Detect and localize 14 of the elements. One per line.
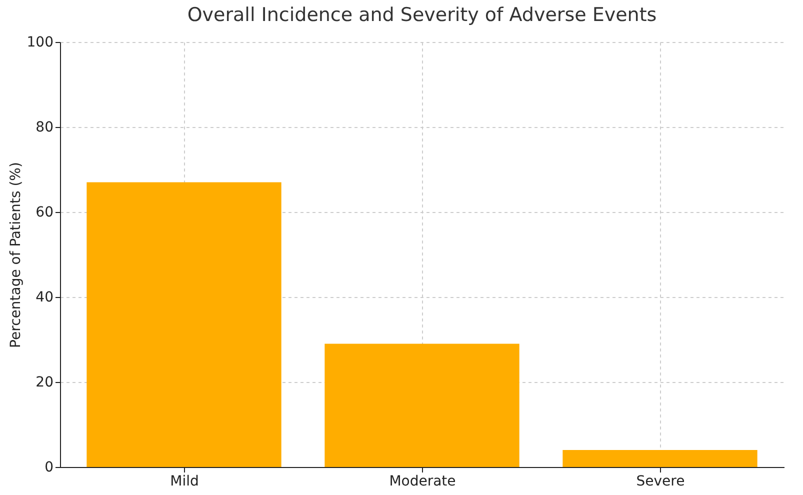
y-tick-label: 40 xyxy=(36,290,54,306)
x-tick-label: Severe xyxy=(636,474,685,490)
y-tick-label: 60 xyxy=(36,204,54,220)
y-tick-label: 100 xyxy=(26,34,54,50)
y-tick-label: 0 xyxy=(44,460,54,476)
y-tick-label: 80 xyxy=(36,120,54,136)
y-axis-title: Percentage of Patients (%) xyxy=(8,162,24,348)
chart-title: Overall Incidence and Severity of Adverse Events xyxy=(187,4,657,26)
bar xyxy=(86,182,282,467)
bar xyxy=(562,450,758,467)
x-tick-label: Mild xyxy=(170,474,199,490)
y-tick-label: 20 xyxy=(36,374,54,390)
bar xyxy=(324,344,520,467)
x-tick-label: Moderate xyxy=(389,474,456,490)
